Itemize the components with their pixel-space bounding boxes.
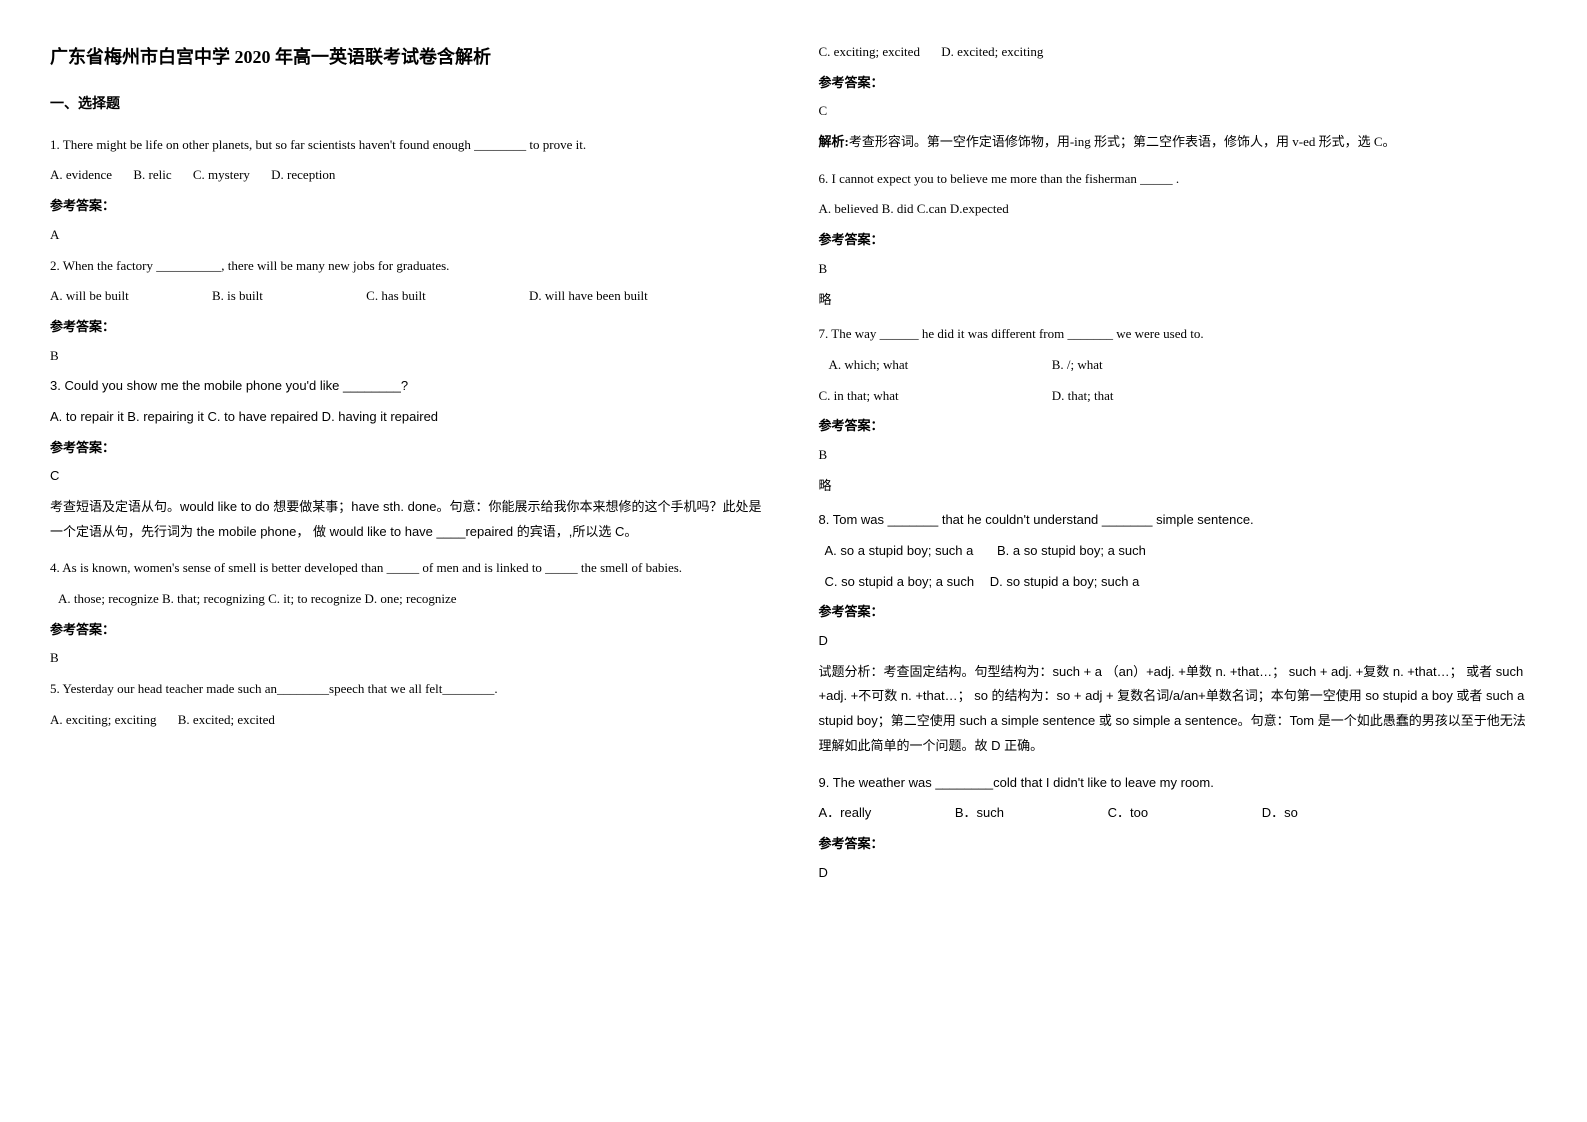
q7-answer-label: 参考答案： bbox=[819, 414, 1538, 439]
q6-omit: 略 bbox=[819, 288, 1538, 313]
q9-options: A．really B．such C．too D．so bbox=[819, 801, 1538, 826]
q1-opt-a: A. evidence bbox=[50, 163, 112, 188]
q5-options-row2: C. exciting; excited D. excited; excitin… bbox=[819, 40, 1538, 65]
q7-options-row1: A. which; what B. /; what bbox=[819, 353, 1538, 378]
q2-opt-a: A. will be built bbox=[50, 284, 129, 309]
question-3: 3. Could you show me the mobile phone yo… bbox=[50, 374, 769, 399]
q5-answer: C bbox=[819, 99, 1538, 124]
q4-answer-label: 参考答案： bbox=[50, 618, 769, 643]
q8-answer-label: 参考答案： bbox=[819, 600, 1538, 625]
q2-options: A. will be built B. is built C. has buil… bbox=[50, 284, 769, 309]
q8-opt-a: A. so a stupid boy; such a bbox=[825, 543, 974, 558]
q9-opt-d: D．so bbox=[1262, 801, 1298, 826]
q3-options: A. to repair it B. repairing it C. to ha… bbox=[50, 405, 769, 430]
q3-answer: C bbox=[50, 464, 769, 489]
q8-opt-c: C. so stupid a boy; a such bbox=[825, 574, 975, 589]
q7-opt-d: D. that; that bbox=[1052, 388, 1114, 403]
q1-answer: A bbox=[50, 223, 769, 248]
q8-options-row1: A. so a stupid boy; such a B. a so stupi… bbox=[819, 539, 1538, 564]
q9-answer: D bbox=[819, 861, 1538, 886]
q5-explanation: 解析:考查形容词。第一空作定语修饰物，用-ing 形式；第二空作表语，修饰人，用… bbox=[819, 130, 1538, 155]
q8-options-row2: C. so stupid a boy; a such D. so stupid … bbox=[819, 570, 1538, 595]
q6-answer: B bbox=[819, 257, 1538, 282]
q2-opt-c: C. has built bbox=[366, 284, 426, 309]
q7-opt-c: C. in that; what bbox=[819, 384, 1049, 409]
left-column: 广东省梅州市白宫中学 2020 年高一英语联考试卷含解析 一、选择题 1. Th… bbox=[50, 40, 769, 891]
q4-options: A. those; recognize B. that; recognizing… bbox=[50, 587, 769, 612]
q4-answer: B bbox=[50, 646, 769, 671]
question-2: 2. When the factory __________, there wi… bbox=[50, 254, 769, 279]
q7-opt-b: B. /; what bbox=[1052, 357, 1103, 372]
question-6: 6. I cannot expect you to believe me mor… bbox=[819, 167, 1538, 192]
q1-opt-b: B. relic bbox=[133, 163, 171, 188]
q5-opt-c: C. exciting; excited bbox=[819, 40, 920, 65]
q3-answer-label: 参考答案： bbox=[50, 436, 769, 461]
question-5: 5. Yesterday our head teacher made such … bbox=[50, 677, 769, 702]
q9-opt-a: A．really bbox=[819, 801, 872, 826]
q8-explanation: 试题分析：考查固定结构。句型结构为：such + a （an）+adj. +单数… bbox=[819, 660, 1538, 759]
q8-opt-b: B. a so stupid boy; a such bbox=[997, 543, 1146, 558]
question-9: 9. The weather was ________cold that I d… bbox=[819, 771, 1538, 796]
q3-explanation: 考查短语及定语从句。would like to do 想要做某事；have st… bbox=[50, 495, 769, 544]
q7-options-row2: C. in that; what D. that; that bbox=[819, 384, 1538, 409]
q5-expl-label: 解析: bbox=[819, 134, 849, 149]
question-8: 8. Tom was _______ that he couldn't unde… bbox=[819, 508, 1538, 533]
q2-answer-label: 参考答案： bbox=[50, 315, 769, 340]
q2-answer: B bbox=[50, 344, 769, 369]
page-title: 广东省梅州市白宫中学 2020 年高一英语联考试卷含解析 bbox=[50, 40, 769, 74]
q2-opt-d: D. will have been built bbox=[529, 284, 648, 309]
question-7: 7. The way ______ he did it was differen… bbox=[819, 322, 1538, 347]
q5-opt-b: B. excited; excited bbox=[178, 708, 275, 733]
q9-opt-b: B．such bbox=[955, 801, 1004, 826]
q1-answer-label: 参考答案： bbox=[50, 194, 769, 219]
q1-opt-c: C. mystery bbox=[193, 163, 250, 188]
q6-options: A. believed B. did C.can D.expected bbox=[819, 197, 1538, 222]
question-1: 1. There might be life on other planets,… bbox=[50, 133, 769, 158]
q5-opt-a: A. exciting; exciting bbox=[50, 708, 157, 733]
q6-answer-label: 参考答案： bbox=[819, 228, 1538, 253]
q5-expl-text: 考查形容词。第一空作定语修饰物，用-ing 形式；第二空作表语，修饰人，用 v-… bbox=[849, 134, 1396, 149]
section-title: 一、选择题 bbox=[50, 92, 769, 119]
q9-opt-c: C．too bbox=[1108, 801, 1148, 826]
right-column: C. exciting; excited D. excited; excitin… bbox=[819, 40, 1538, 891]
q7-answer: B bbox=[819, 443, 1538, 468]
q8-opt-d: D. so stupid a boy; such a bbox=[990, 574, 1140, 589]
q7-omit: 略 bbox=[819, 474, 1538, 499]
q9-answer-label: 参考答案： bbox=[819, 832, 1538, 857]
q7-opt-a: A. which; what bbox=[829, 353, 1049, 378]
q5-opt-d: D. excited; exciting bbox=[941, 40, 1043, 65]
q5-answer-label: 参考答案： bbox=[819, 71, 1538, 96]
q5-options-row1: A. exciting; exciting B. excited; excite… bbox=[50, 708, 769, 733]
q1-options: A. evidence B. relic C. mystery D. recep… bbox=[50, 163, 769, 188]
q2-opt-b: B. is built bbox=[212, 284, 263, 309]
q8-answer: D bbox=[819, 629, 1538, 654]
question-4: 4. As is known, women's sense of smell i… bbox=[50, 556, 769, 581]
q1-opt-d: D. reception bbox=[271, 163, 335, 188]
